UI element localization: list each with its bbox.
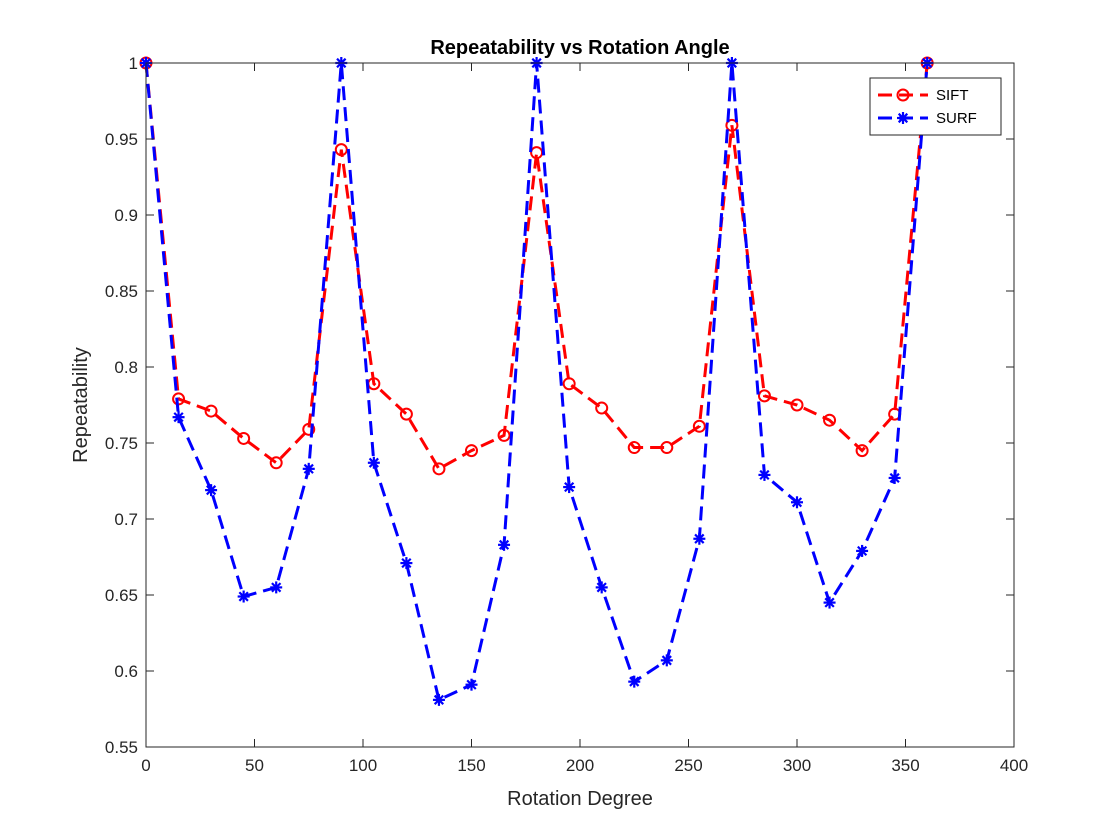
surf-point bbox=[400, 557, 413, 570]
x-axis-label: Rotation Degree bbox=[507, 788, 653, 810]
legend-box bbox=[869, 77, 1002, 136]
surf-point bbox=[660, 654, 673, 667]
sift-point bbox=[757, 389, 771, 403]
y-tick-label: 0.85 bbox=[105, 282, 138, 301]
surf-point bbox=[270, 581, 283, 594]
x-tick-label: 400 bbox=[1000, 756, 1028, 775]
sift-point bbox=[660, 441, 674, 455]
y-tick-label: 0.95 bbox=[105, 130, 138, 149]
y-tick-label: 1 bbox=[129, 54, 138, 73]
surf-point bbox=[595, 581, 608, 594]
y-tick-label: 0.55 bbox=[105, 738, 138, 757]
y-axis-label: Repeatability bbox=[70, 347, 92, 463]
surf-point bbox=[758, 468, 771, 481]
sift-point bbox=[823, 413, 837, 427]
sift-point bbox=[399, 407, 413, 421]
sift-point bbox=[562, 377, 576, 391]
legend: SIFT SURF bbox=[869, 77, 1002, 136]
x-tick-label: 300 bbox=[783, 756, 811, 775]
surf-point bbox=[498, 538, 511, 551]
surf-point bbox=[888, 471, 901, 484]
x-tick-label: 150 bbox=[457, 756, 485, 775]
sift-point bbox=[204, 404, 218, 418]
sift-series-line bbox=[144, 62, 929, 471]
y-tick-label: 0.7 bbox=[114, 510, 138, 529]
sift-point bbox=[790, 398, 804, 412]
surf-point bbox=[823, 596, 836, 609]
surf-point bbox=[367, 456, 380, 469]
surf-point bbox=[465, 678, 478, 691]
sift-point bbox=[432, 462, 446, 476]
sift-point bbox=[497, 428, 511, 442]
chart-title: Repeatability vs Rotation Angle bbox=[430, 37, 729, 59]
surf-point bbox=[628, 675, 641, 688]
surf-point bbox=[302, 462, 315, 475]
sift-point bbox=[334, 143, 348, 157]
sift-point bbox=[595, 401, 609, 415]
surf-point bbox=[791, 496, 803, 509]
surf-point bbox=[172, 411, 185, 424]
surf-point bbox=[563, 481, 576, 494]
axes-layer: 0 50 100 150 200 250 300 350 400 0.55 0.6 0.65 0.7 0.… bbox=[105, 54, 1028, 775]
sift-point bbox=[725, 118, 739, 132]
x-tick-label: 0 bbox=[141, 756, 150, 775]
surf-point bbox=[432, 693, 445, 706]
sift-point bbox=[465, 444, 478, 458]
plot-area bbox=[146, 63, 1014, 747]
y-tick-label: 0.6 bbox=[114, 662, 138, 681]
legend-marker-sift bbox=[896, 88, 910, 102]
surf-point bbox=[237, 590, 250, 603]
sift-point bbox=[302, 422, 316, 436]
surf-point bbox=[693, 532, 706, 545]
legend-label-sift: SIFT bbox=[936, 87, 969, 104]
surf-point bbox=[856, 544, 869, 557]
x-tick-label: 200 bbox=[566, 756, 594, 775]
sift-point bbox=[692, 419, 706, 433]
sift-point bbox=[627, 441, 641, 455]
legend-label-surf: SURF bbox=[936, 110, 977, 127]
x-tick-label: 250 bbox=[674, 756, 702, 775]
y-tick-label: 0.65 bbox=[105, 586, 138, 605]
sift-point bbox=[855, 444, 869, 458]
legend-marker-surf bbox=[897, 112, 909, 124]
x-tick-label: 50 bbox=[245, 756, 264, 775]
y-tick-label: 0.8 bbox=[114, 358, 138, 377]
sift-point bbox=[269, 456, 283, 470]
x-tick-label: 350 bbox=[891, 756, 919, 775]
sift-point bbox=[237, 431, 251, 445]
y-tick-label: 0.9 bbox=[114, 206, 138, 225]
surf-point bbox=[205, 484, 218, 497]
x-tick-label: 100 bbox=[349, 756, 377, 775]
y-tick-label: 0.75 bbox=[105, 434, 138, 453]
